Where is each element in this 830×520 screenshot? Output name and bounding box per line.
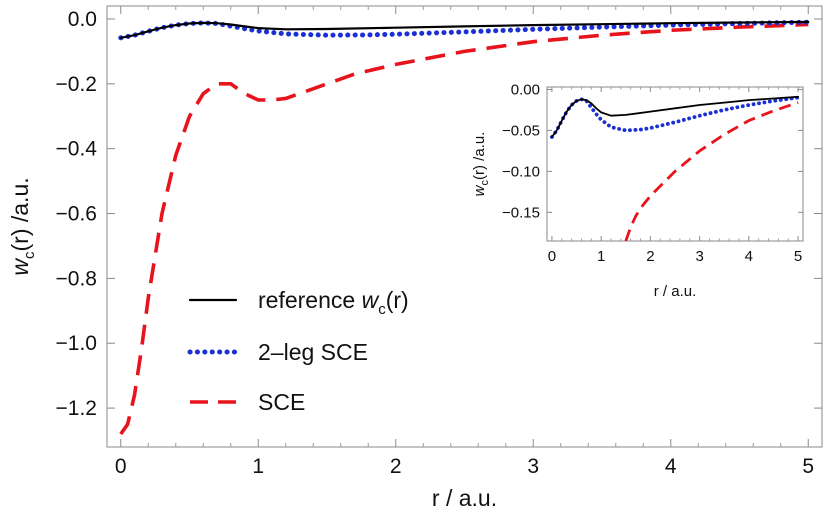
main-y-tick-label: 0.0 [68, 8, 97, 31]
main-y-tick-label: −1.0 [56, 332, 97, 355]
main-frame [106, 5, 823, 448]
inset-y-tick-label: 0.00 [511, 81, 540, 98]
inset-x-axis-title: r / a.u. [654, 283, 697, 300]
main-panel: 0 1 2 3 4 5 0.0 −0.2 −0.4 −0.6 −0.8 −1.0 −1.2 r / a.u… [7, 5, 823, 511]
main-x-tick-label: 1 [252, 455, 264, 478]
inset-x-tick-label: 2 [646, 248, 654, 265]
main-y-tick-label: −0.2 [56, 73, 97, 96]
inset-y-axis-title: wc(r) /a.u. [471, 132, 491, 197]
inset-x-tick-label: 1 [597, 248, 605, 265]
inset-x-tick-label: 0 [548, 248, 556, 265]
legend-label-reference: reference wc(r) [258, 287, 409, 318]
inset-x-tick-label: 3 [695, 248, 703, 265]
main-x-axis-title: r / a.u. [432, 485, 497, 511]
inset-x-tick-label: 5 [794, 248, 802, 265]
inset-y-tick-label: −0.15 [502, 204, 540, 221]
main-series-line-sce [119, 22, 809, 436]
legend: reference wc(r) 2–leg SCE SCE [187, 287, 409, 415]
main-series-line-two-leg-sce [118, 19, 811, 41]
inset-panel: 0 1 2 3 4 5 0.00 −0.05 −0.10 −0.15 r / a.u. wc(r) /… [471, 81, 804, 300]
main-x-tick-label: 3 [527, 455, 539, 478]
main-y-tick-label: −0.6 [56, 203, 97, 226]
main-y-tick-label: −0.4 [56, 138, 98, 161]
inset-y-tick-label: −0.10 [502, 163, 540, 180]
legend-label-two-leg-sce: 2–leg SCE [258, 339, 368, 365]
main-x-tick-label: 4 [665, 455, 677, 478]
inset-series-line-sce [624, 101, 799, 241]
inset-x-tick-label: 4 [745, 248, 753, 265]
inset-y-tick-label: −0.05 [502, 122, 540, 139]
main-y-tick-label: −1.2 [56, 397, 97, 420]
legend-label-sce: SCE [258, 389, 305, 415]
main-y-tick-label: −0.8 [56, 267, 97, 290]
main-y-axis-title: wc(r) /a.u. [7, 177, 38, 275]
inset-background [547, 87, 803, 241]
main-x-tick-label: 5 [802, 455, 814, 478]
main-x-tick-label: 2 [390, 455, 402, 478]
inset-frame [546, 86, 804, 242]
inset-series-line-reference [551, 95, 799, 138]
main-x-tick-label: 0 [115, 455, 127, 478]
main-series-line-reference [119, 20, 810, 39]
